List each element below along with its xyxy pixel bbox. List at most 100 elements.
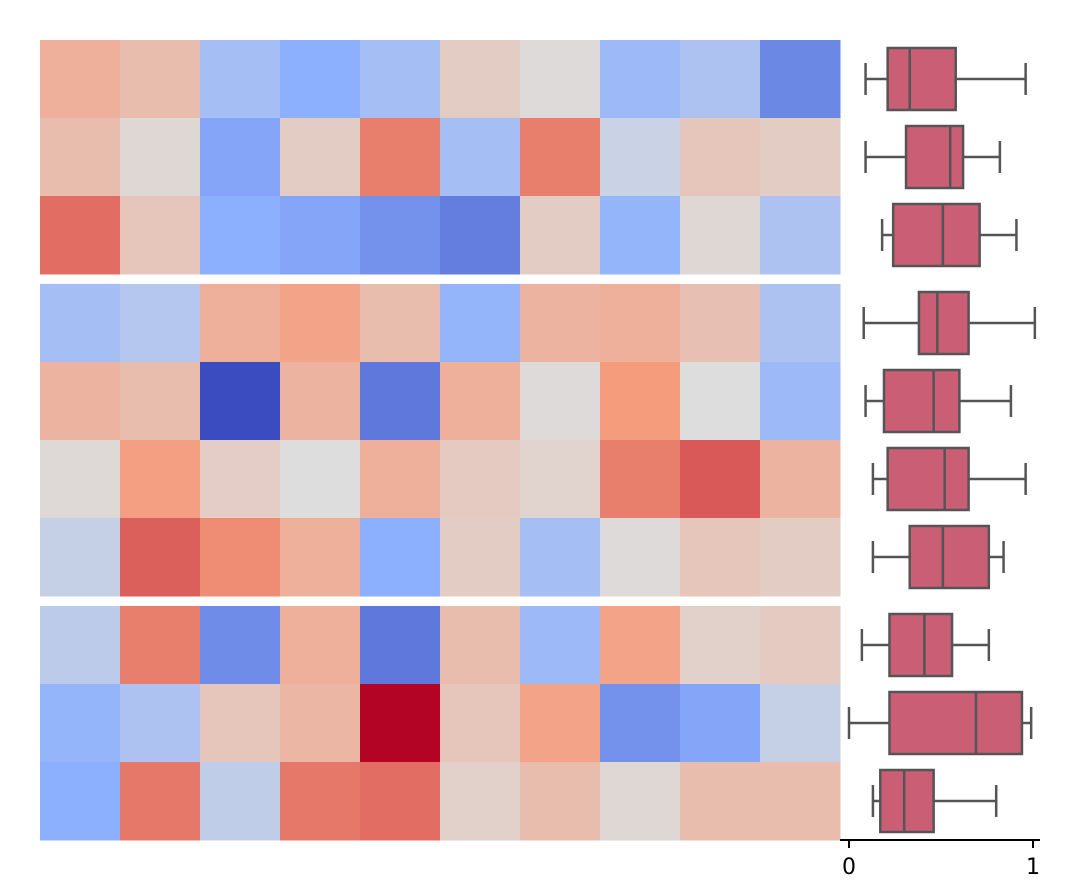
heatmap-cell — [600, 518, 681, 597]
heatmap-cell — [760, 40, 841, 119]
heatmap-cell — [280, 684, 361, 763]
heatmap-cell — [40, 40, 121, 119]
heatmap-cell — [680, 284, 761, 363]
heatmap-cell — [120, 40, 201, 119]
heatmap-cell — [440, 362, 521, 441]
heatmap-cell — [120, 118, 201, 197]
heatmap-cell — [120, 518, 201, 597]
heatmap-cell — [760, 362, 841, 441]
heatmap-cell — [360, 40, 441, 119]
box-iqr — [917, 290, 970, 356]
box-9 — [847, 690, 1033, 756]
heatmap-cell — [440, 684, 521, 763]
heatmap-cell — [680, 362, 761, 441]
heatmap-cell — [440, 518, 521, 597]
heatmap-cell — [520, 362, 601, 441]
box-iqr — [888, 612, 954, 678]
heatmap-cell — [40, 684, 121, 763]
heatmap-cell — [600, 196, 681, 275]
heatmap-cell — [40, 362, 121, 441]
heatmap-cell — [760, 118, 841, 197]
heatmap-cell — [200, 762, 281, 841]
heatmap-cell — [600, 118, 681, 197]
heatmap-cell — [600, 362, 681, 441]
heatmap-cell — [120, 196, 201, 275]
heatmap-cell — [520, 684, 601, 763]
heatmap-cell — [600, 440, 681, 519]
heatmap-cell — [440, 440, 521, 519]
heatmap-cell — [440, 606, 521, 685]
heatmap-cell — [200, 684, 281, 763]
heatmap-cell — [760, 284, 841, 363]
heatmap-cell — [680, 196, 761, 275]
heatmap-cell — [680, 440, 761, 519]
box-iqr — [908, 524, 991, 590]
heatmap-cell — [200, 440, 281, 519]
box-10 — [871, 768, 998, 834]
heatmap-cell — [360, 518, 441, 597]
heatmap-cell — [360, 196, 441, 275]
heatmap-cell — [280, 518, 361, 597]
x-tick-label: 0 — [842, 855, 856, 880]
heatmap-cell — [520, 518, 601, 597]
box-6 — [871, 446, 1027, 512]
heatmap-cell — [40, 196, 121, 275]
heatmap-cell — [200, 606, 281, 685]
boxes — [847, 46, 1037, 834]
heatmap-cell — [520, 118, 601, 197]
heatmap-cell — [280, 440, 361, 519]
heatmap-cell — [120, 684, 201, 763]
heatmap-cell — [360, 762, 441, 841]
box-3 — [880, 202, 1018, 268]
heatmap-cell — [680, 518, 761, 597]
heatmap-cell — [440, 762, 521, 841]
heatmap-cell — [600, 606, 681, 685]
heatmap-cell — [680, 606, 761, 685]
box-7 — [871, 524, 1005, 590]
box-iqr — [891, 202, 981, 268]
heatmap-cell — [200, 518, 281, 597]
heatmap-cell — [40, 762, 121, 841]
heatmap-cell — [200, 362, 281, 441]
heatmap-cell — [680, 684, 761, 763]
heatmap-cell — [680, 762, 761, 841]
heatmap-cell — [40, 440, 121, 519]
heatmap-cell — [200, 118, 281, 197]
heatmap-cell — [760, 762, 841, 841]
heatmap-cell — [280, 362, 361, 441]
box-iqr — [886, 46, 957, 112]
heatmap-cell — [360, 118, 441, 197]
heatmap-cell — [520, 606, 601, 685]
heatmap-cell — [280, 606, 361, 685]
heatmap-cell — [280, 284, 361, 363]
heatmap-cell — [200, 196, 281, 275]
heatmap-cell — [360, 440, 441, 519]
box-5 — [864, 368, 1013, 434]
box-2 — [864, 124, 1002, 190]
heatmap-cell — [520, 196, 601, 275]
heatmap-cell — [40, 518, 121, 597]
heatmap-cell — [40, 118, 121, 197]
heatmap-cell — [40, 284, 121, 363]
box-iqr — [879, 768, 935, 834]
heatmap-cell — [440, 118, 521, 197]
heatmap-cell — [200, 40, 281, 119]
heatmap-cell — [680, 118, 761, 197]
heatmap-cell — [600, 40, 681, 119]
heatmap-cell — [440, 40, 521, 119]
heatmap-cell — [520, 284, 601, 363]
heatmap-cell — [680, 40, 761, 119]
heatmap-cell — [760, 518, 841, 597]
heatmap-cell — [520, 762, 601, 841]
heatmap-cell — [280, 762, 361, 841]
heatmap-cell — [760, 440, 841, 519]
heatmap-cell — [360, 284, 441, 363]
heatmap-cell — [120, 440, 201, 519]
heatmap-cell — [760, 606, 841, 685]
heatmap-cell — [360, 362, 441, 441]
heatmap-cell — [600, 762, 681, 841]
heatmap-cell — [120, 762, 201, 841]
heatmap-cell — [120, 362, 201, 441]
